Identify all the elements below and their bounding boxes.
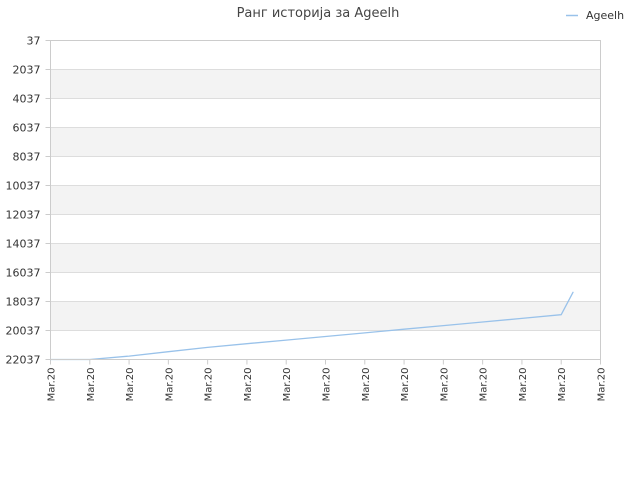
x-tick-label: Mar.20: [557, 368, 568, 402]
x-tick-label: Mar.20: [204, 368, 215, 402]
y-axis-ticks: 37 2037 4037 6037 8037 10037 12037 14037 16037 18…: [6, 35, 51, 367]
grid-band: [50, 127, 601, 157]
x-tick-label: Mar.20: [47, 368, 58, 402]
x-tick-label: Mar.20: [439, 368, 450, 402]
x-tick-label: Mar.20: [282, 368, 293, 402]
x-tick-label: Mar.20: [597, 368, 608, 402]
y-tick-label: 12037: [6, 209, 41, 222]
x-tick-label: Mar.20: [400, 368, 411, 402]
plot-area-border: [50, 40, 601, 360]
x-tick-label: Mar.20: [479, 367, 490, 401]
x-tick-label: Mar.20: [322, 368, 333, 402]
series-line-ageelh: [49, 291, 574, 361]
grid-band: [50, 301, 601, 331]
y-tick-label: 22037: [6, 354, 41, 367]
grid-band: [50, 69, 601, 99]
y-tick-label: 10037: [6, 180, 41, 193]
grid-band: [50, 185, 601, 215]
y-tick-label: 2037: [13, 64, 41, 77]
y-tick-label: 4037: [13, 93, 41, 106]
legend: Ageelh: [566, 9, 624, 22]
y-tick-label: 20037: [6, 325, 41, 338]
legend-label-ageelh: Ageelh: [586, 9, 624, 22]
x-tick-label: Mar.20: [125, 368, 136, 402]
x-tick-label: Mar.20: [86, 368, 97, 402]
x-axis-ticks: Mar.20 Mar.20 Mar.20 Mar.20 Mar.20 Mar.20 Mar.…: [47, 359, 608, 402]
x-tick-label: Mar.20: [518, 368, 529, 402]
y-tick-label: 14037: [6, 238, 41, 251]
y-tick-label: 37: [27, 35, 41, 48]
y-tick-label: 18037: [6, 296, 41, 309]
x-tick-label: Mar.20: [164, 368, 175, 402]
x-tick-label: Mar.20: [361, 368, 372, 402]
x-tick-label: Mar.20: [243, 368, 254, 402]
plot-bands: [50, 69, 601, 331]
y-tick-label: 6037: [13, 122, 41, 135]
y-tick-label: 8037: [13, 151, 41, 164]
y-tick-label: 16037: [6, 267, 41, 280]
grid-band: [50, 243, 601, 273]
series-layer: [49, 291, 574, 361]
chart-title: Ранг историја за Ageelh: [237, 6, 400, 21]
